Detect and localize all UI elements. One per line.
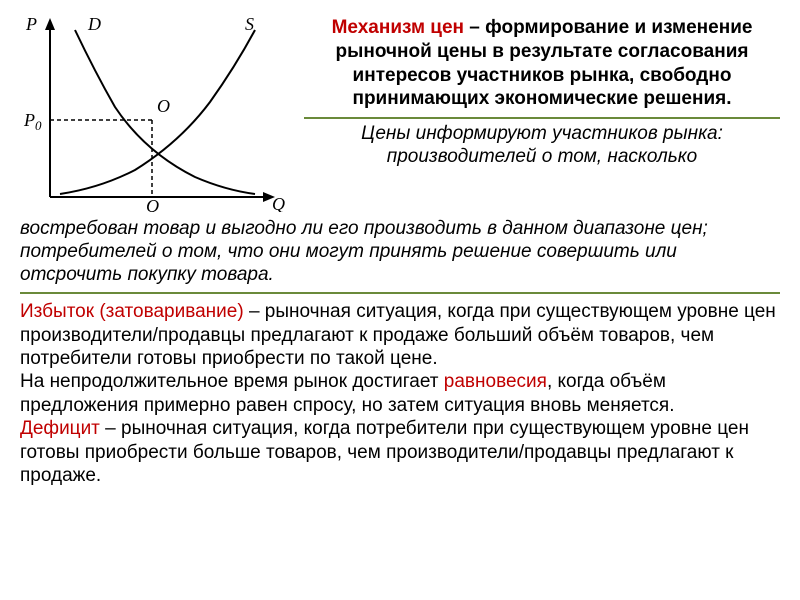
divider-2	[20, 292, 780, 294]
equilibrium-pre: На непродолжительное время рынок достига…	[20, 371, 444, 392]
definition-title-block: Механизм цен – формирование и изменение …	[304, 12, 780, 212]
mechanism-term: Механизм цен	[332, 17, 464, 38]
deficit-rest: – рыночная ситуация, когда потребители п…	[20, 418, 749, 486]
mechanism-definition: Механизм цен – формирование и изменение …	[304, 16, 780, 111]
y-axis-arrow	[45, 18, 55, 30]
info-flow: востребован товар и выгодно ли его произ…	[20, 218, 780, 286]
supply-demand-chart: P Q D S O P0 Q	[20, 12, 290, 212]
divider-1	[304, 117, 780, 119]
x-axis-label: Q	[272, 194, 285, 212]
chart-svg: P Q D S O P0 Q	[20, 12, 290, 212]
demand-label: D	[87, 14, 101, 34]
equilibrium-term: равновесия	[444, 371, 547, 392]
equilibrium-label: O	[157, 96, 170, 116]
surplus-definition: Избыток (затоваривание) – рыночная ситуа…	[20, 300, 780, 370]
definitions-block: Избыток (затоваривание) – рыночная ситуа…	[20, 300, 780, 487]
top-section: P Q D S O P0 Q Механизм цен – формирован…	[20, 12, 780, 212]
deficit-term: Дефицит	[20, 418, 100, 439]
equilibrium-definition: На непродолжительное время рынок достига…	[20, 370, 780, 417]
supply-label: S	[245, 14, 254, 34]
title-dash: –	[464, 17, 485, 38]
eq-price-label: P0	[23, 110, 42, 133]
deficit-definition: Дефицит – рыночная ситуация, когда потре…	[20, 417, 780, 487]
y-axis-label: P	[25, 14, 37, 34]
surplus-term: Избыток (затоваривание)	[20, 301, 244, 322]
eq-qty-label: Q	[146, 196, 159, 212]
info-intro: Цены информируют участников рынка: произ…	[304, 123, 780, 169]
